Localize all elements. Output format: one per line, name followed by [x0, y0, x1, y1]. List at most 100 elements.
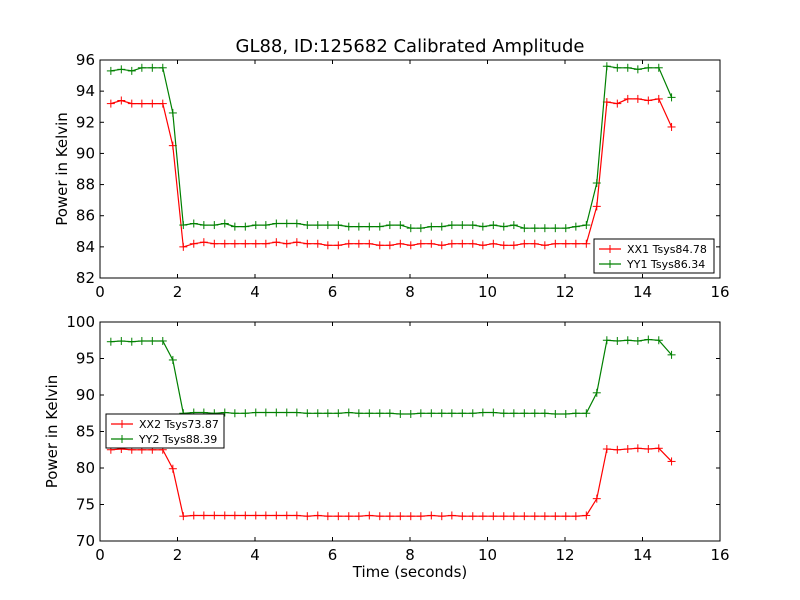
- data-point: [416, 512, 425, 521]
- data-point: [489, 221, 498, 230]
- data-point: [199, 511, 208, 520]
- data-point: [602, 445, 611, 454]
- data-point: [313, 511, 322, 520]
- data-point: [396, 409, 405, 418]
- data-point: [365, 222, 374, 231]
- data-point: [571, 409, 580, 418]
- data-point: [592, 388, 601, 397]
- data-point: [354, 239, 363, 248]
- data-point: [458, 512, 467, 521]
- data-point: [282, 408, 291, 417]
- data-point: [282, 239, 291, 248]
- data-point: [261, 511, 270, 520]
- data-point: [220, 219, 229, 228]
- y-axis-label: Power in Kelvin: [53, 112, 71, 226]
- data-point: [354, 222, 363, 231]
- x-ticks: 0 2 4 6 8 10 12 14 16: [95, 322, 730, 564]
- data-point: [654, 336, 663, 345]
- data-point: [468, 409, 477, 418]
- data-point: [179, 242, 188, 251]
- data-point: [241, 239, 250, 248]
- data-point: [230, 409, 239, 418]
- data-point: [189, 239, 198, 248]
- x-tick-label: 16: [710, 546, 729, 564]
- data-point: [644, 445, 653, 454]
- data-point: [272, 238, 281, 247]
- data-point: [489, 239, 498, 248]
- data-point: [127, 66, 136, 75]
- y-tick-label: 75: [76, 496, 95, 514]
- data-point: [148, 336, 157, 345]
- data-point: [365, 409, 374, 418]
- data-point: [478, 408, 487, 417]
- data-point: [582, 511, 591, 520]
- top-chart: 0 2 4 6 8 10 12 14 16 82 84 86 88 90 92 94 96 Power in Ke…: [53, 51, 730, 301]
- x-tick-label: 6: [328, 546, 338, 564]
- data-point: [644, 335, 653, 344]
- data-point: [344, 512, 353, 521]
- data-point: [530, 224, 539, 233]
- data-point: [272, 219, 281, 228]
- data-point: [220, 239, 229, 248]
- data-point: [210, 239, 219, 248]
- data-point: [406, 512, 415, 521]
- x-tick-label: 14: [633, 546, 652, 564]
- data-point: [654, 94, 663, 103]
- data-point: [220, 511, 229, 520]
- data-point: [654, 444, 663, 453]
- data-point: [561, 512, 570, 521]
- data-point: [272, 511, 281, 520]
- data-point: [623, 336, 632, 345]
- data-point: [540, 409, 549, 418]
- data-point: [210, 511, 219, 520]
- data-point: [633, 336, 642, 345]
- data-point: [468, 512, 477, 521]
- data-point: [365, 239, 374, 248]
- data-point: [230, 511, 239, 520]
- data-point: [365, 511, 374, 520]
- data-point: [458, 221, 467, 230]
- x-tick-label: 10: [478, 283, 497, 301]
- data-point: [489, 512, 498, 521]
- plot-frame: [99, 321, 721, 542]
- data-point: [437, 222, 446, 231]
- data-point: [520, 224, 529, 233]
- data-point: [117, 96, 126, 105]
- data-point: [571, 239, 580, 248]
- x-tick-label: 14: [633, 283, 652, 301]
- x-axis-label: Time (seconds): [352, 563, 468, 581]
- data-point: [592, 202, 601, 211]
- data-point: [667, 457, 676, 466]
- y-tick-label: 85: [76, 423, 95, 441]
- data-point: [137, 63, 146, 72]
- data-point: [499, 222, 508, 231]
- data-point: [458, 239, 467, 248]
- data-point: [602, 62, 611, 71]
- data-point: [303, 239, 312, 248]
- data-point: [520, 239, 529, 248]
- data-point: [478, 512, 487, 521]
- data-point: [396, 221, 405, 230]
- data-point: [644, 63, 653, 72]
- data-point: [582, 409, 591, 418]
- data-point: [375, 409, 384, 418]
- data-point: [385, 409, 394, 418]
- data-point: [344, 408, 353, 417]
- data-point: [261, 239, 270, 248]
- data-point: [354, 409, 363, 418]
- data-point: [323, 409, 332, 418]
- data-point: [303, 221, 312, 230]
- data-point: [582, 239, 591, 248]
- y-tick-label: 86: [76, 207, 95, 225]
- y-tick-label: 88: [76, 176, 95, 194]
- data-point: [137, 336, 146, 345]
- y-tick-label: 95: [76, 350, 95, 368]
- data-point: [272, 408, 281, 417]
- y-tick-label: 90: [76, 144, 95, 162]
- data-point: [251, 511, 260, 520]
- data-point: [633, 65, 642, 74]
- x-tick-label: 0: [95, 546, 105, 564]
- data-point: [313, 221, 322, 230]
- data-point: [437, 409, 446, 418]
- data-point: [334, 241, 343, 250]
